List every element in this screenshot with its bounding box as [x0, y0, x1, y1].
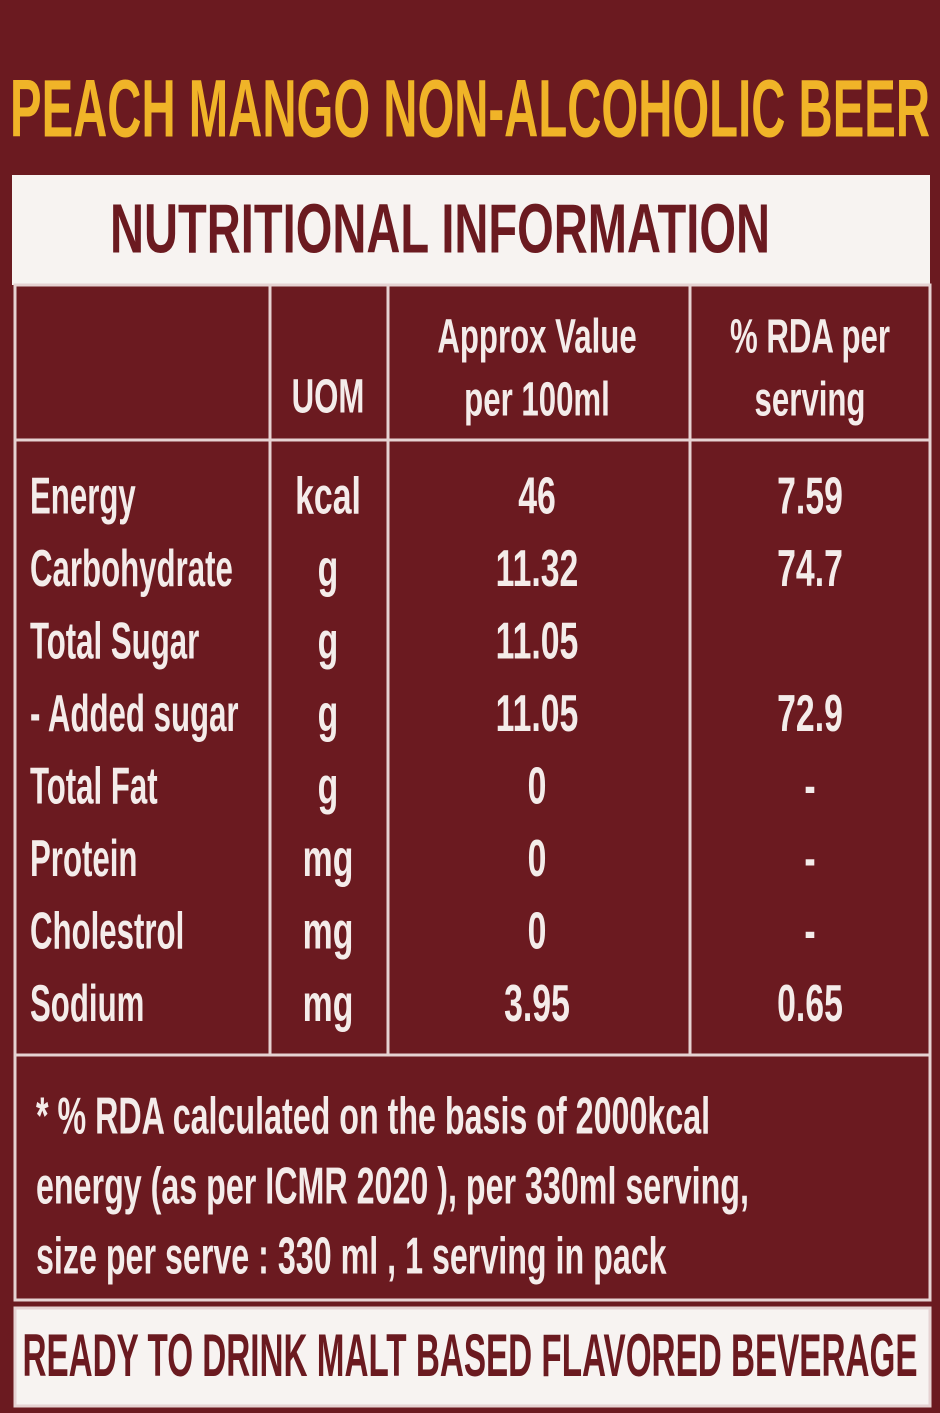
- footnote: * % RDA calculated on the basis of 2000k…: [36, 1088, 710, 1146]
- unit: mg: [303, 902, 354, 960]
- unit: g: [318, 540, 339, 598]
- value: 11.05: [496, 685, 579, 743]
- nutrient-name: Sodium: [30, 975, 144, 1033]
- unit: g: [318, 685, 339, 743]
- value: 0: [528, 757, 547, 815]
- value: 11.05: [496, 612, 579, 670]
- column-header: Approx Value: [437, 309, 636, 364]
- column-header: serving: [755, 372, 866, 427]
- footnote: size per serve : 330 ml , 1 serving in p…: [36, 1228, 667, 1286]
- value: 46: [518, 467, 556, 525]
- nutrient-name: Protein: [30, 830, 137, 888]
- table-border: [13, 283, 932, 1302]
- rda: 7.59: [777, 467, 843, 525]
- unit: mg: [303, 830, 354, 888]
- footer-text: READY TO DRINK MALT BASED FLAVORED BEVER…: [23, 1323, 918, 1390]
- unit: g: [318, 612, 339, 670]
- column-header: % RDA per: [730, 309, 890, 364]
- nutrient-name: Carbohydrate: [30, 540, 233, 598]
- column-header: UOM: [292, 369, 365, 424]
- table-heading: NUTRITIONAL INFORMATION: [110, 191, 770, 269]
- rda: -: [804, 757, 815, 815]
- nutrient-name: Total Fat: [30, 758, 158, 816]
- unit: g: [318, 757, 339, 815]
- title: PEACH MANGO NON-ALCOHOLIC BEER: [10, 64, 930, 155]
- footnote: energy (as per ICMR 2020 ), per 330ml se…: [36, 1158, 749, 1216]
- value: 0: [528, 902, 547, 960]
- unit: kcal: [295, 467, 361, 525]
- value: 3.95: [504, 975, 570, 1033]
- heading-band: [12, 175, 930, 285]
- rda: 72.9: [777, 685, 843, 743]
- value: 11.32: [496, 540, 579, 598]
- column-header: per 100ml: [464, 372, 610, 427]
- rda: 0.65: [777, 975, 843, 1033]
- nutrient-name: Cholestrol: [30, 903, 184, 961]
- rda: 74.7: [777, 540, 843, 598]
- rda: -: [804, 830, 815, 888]
- nutrient-name: Energy: [30, 468, 136, 526]
- unit: mg: [303, 975, 354, 1033]
- nutrient-name: Total Sugar: [30, 613, 200, 671]
- value: 0: [528, 830, 547, 888]
- footer-band: [13, 1306, 932, 1408]
- nutrient-name: - Added sugar: [30, 685, 239, 743]
- rda: -: [804, 902, 815, 960]
